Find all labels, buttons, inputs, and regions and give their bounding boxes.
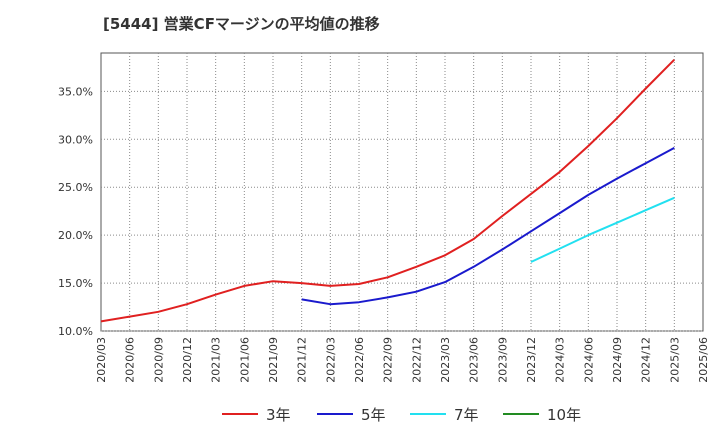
chart-title: [5444] 営業CFマージンの平均値の推移 bbox=[103, 15, 380, 33]
y-tick-label: 15.0% bbox=[58, 277, 93, 290]
vertical-grid bbox=[129, 53, 675, 331]
legend-item: 7年 bbox=[410, 402, 479, 426]
x-tick-label: 2023/03 bbox=[439, 337, 452, 383]
series-lines bbox=[100, 58, 676, 323]
x-tick-label: 2021/09 bbox=[267, 337, 280, 383]
legend-swatch bbox=[503, 413, 539, 415]
y-tick-label: 30.0% bbox=[58, 133, 93, 146]
series-line-7年 bbox=[530, 196, 675, 263]
legend-label: 10年 bbox=[547, 405, 582, 424]
x-tick-label: 2023/09 bbox=[496, 337, 509, 383]
x-tick-label: 2020/12 bbox=[181, 337, 194, 383]
y-tick-label: 10.0% bbox=[58, 325, 93, 338]
legend-label: 7年 bbox=[454, 405, 479, 424]
x-tick-label: 2022/06 bbox=[353, 337, 366, 383]
x-tick-label: 2020/09 bbox=[152, 337, 165, 383]
legend-swatch bbox=[410, 413, 446, 415]
x-tick-label: 2024/09 bbox=[611, 337, 624, 383]
legend-item: 3年 bbox=[222, 402, 291, 426]
x-tick-label: 2020/06 bbox=[124, 337, 137, 383]
legend-item: 5年 bbox=[317, 402, 386, 426]
x-tick-label: 2020/03 bbox=[95, 337, 108, 383]
y-tick-label: 20.0% bbox=[58, 229, 93, 242]
x-tick-label: 2025/03 bbox=[668, 337, 681, 383]
legend-swatch bbox=[317, 413, 353, 415]
x-tick-label: 2022/09 bbox=[382, 337, 395, 383]
legend-label: 3年 bbox=[266, 405, 291, 424]
x-tick-label: 2025/06 bbox=[697, 337, 710, 383]
legend-item: 10年 bbox=[503, 402, 581, 426]
x-tick-label: 2024/06 bbox=[582, 337, 595, 383]
x-tick-label: 2024/12 bbox=[640, 337, 653, 383]
series-line-5年 bbox=[301, 147, 675, 306]
series-line-3年 bbox=[100, 58, 676, 323]
x-tick-label: 2022/12 bbox=[410, 337, 423, 383]
y-tick-label: 25.0% bbox=[58, 181, 93, 194]
x-tick-label: 2023/12 bbox=[525, 337, 538, 383]
y-axis-tick-labels: 10.0% 15.0% 20.0% 25.0% 30.0% 35.0% bbox=[58, 85, 93, 338]
legend-swatch bbox=[222, 413, 258, 415]
x-tick-label: 2021/03 bbox=[210, 337, 223, 383]
x-tick-label: 2024/03 bbox=[554, 337, 567, 383]
y-tick-label: 35.0% bbox=[58, 85, 93, 98]
x-tick-label: 2021/06 bbox=[238, 337, 251, 383]
x-tick-label: 2021/12 bbox=[296, 337, 309, 383]
plot-area bbox=[100, 52, 704, 332]
x-axis-tick-labels: 2020/03 2020/06 2020/09 2020/12 2021/03 2021/… bbox=[95, 337, 710, 383]
x-tick-label: 2023/06 bbox=[468, 337, 481, 383]
legend: 3年 5年 7年 10年 bbox=[0, 402, 720, 426]
legend-label: 5年 bbox=[361, 405, 386, 424]
x-tick-label: 2022/03 bbox=[324, 337, 337, 383]
